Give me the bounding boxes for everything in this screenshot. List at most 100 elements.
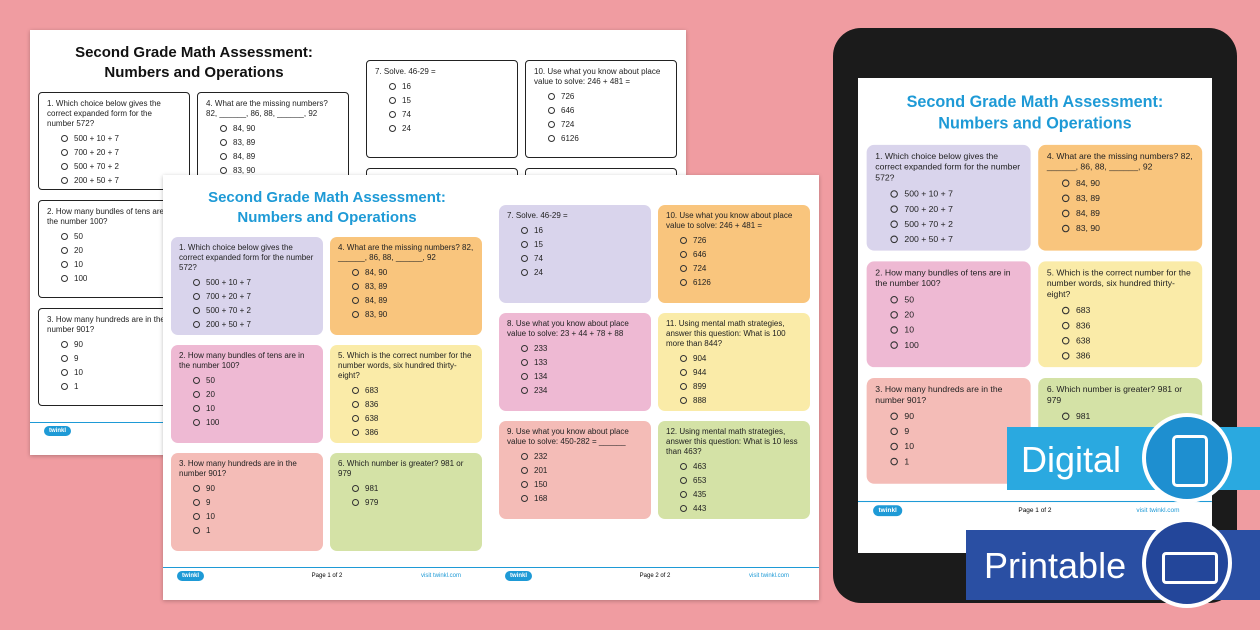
logo: twinkl (873, 505, 903, 517)
logo: twinkl (44, 426, 72, 436)
option: 100 (61, 274, 181, 284)
option: 74 (521, 254, 643, 264)
option: 168 (521, 494, 643, 504)
option: 10 (61, 368, 181, 378)
option: 83, 89 (1062, 193, 1194, 204)
question-box: 4. What are the missing numbers? 82, ___… (197, 92, 349, 190)
option: 443 (680, 504, 802, 514)
option: 10 (193, 404, 315, 414)
option: 9 (61, 354, 181, 364)
option: 15 (389, 96, 509, 106)
option: 899 (680, 382, 802, 392)
option: 10 (193, 512, 315, 522)
question-text: 2. How many bundles of tens are in the n… (179, 351, 305, 370)
option: 150 (521, 480, 643, 490)
option: 638 (352, 414, 474, 424)
question-text: 4. What are the missing numbers? 82, ___… (206, 99, 328, 118)
tablet-icon (1142, 413, 1232, 503)
option: 10 (890, 325, 1022, 336)
footer: twinkl Page 2 of 2 visit twinkl.com (491, 567, 819, 586)
option: 15 (521, 240, 643, 250)
site: visit twinkl.com (420, 573, 461, 579)
option: 1 (890, 457, 1022, 468)
question-text: 10. Use what you know about place value … (534, 67, 661, 86)
logo: twinkl (505, 571, 533, 581)
option: 724 (548, 120, 668, 130)
option: 134 (521, 372, 643, 382)
question-box: 1. Which choice below gives the correct … (171, 237, 323, 335)
question-box: 4. What are the missing numbers? 82, ___… (330, 237, 482, 335)
option: 836 (352, 400, 474, 410)
option: 904 (680, 354, 802, 364)
option: 646 (548, 106, 668, 116)
option: 20 (890, 310, 1022, 321)
option: 233 (521, 344, 643, 354)
question-box: 1. Which choice below gives the correct … (866, 144, 1031, 251)
option: 90 (193, 484, 315, 494)
option: 200 + 50 + 7 (61, 176, 181, 186)
option: 200 + 50 + 7 (890, 234, 1022, 245)
option: 944 (680, 368, 802, 378)
option: 24 (521, 268, 643, 278)
option: 133 (521, 358, 643, 368)
title: Second Grade Math Assessment: (208, 189, 446, 206)
question-box: 2. How many bundles of tens are in the n… (171, 345, 323, 443)
option: 6126 (548, 134, 668, 144)
question-text: 3. How many hundreds are in the number 9… (179, 459, 297, 478)
option: 646 (680, 250, 802, 260)
option: 50 (193, 376, 315, 386)
question-box: 8. Use what you know about place value t… (499, 313, 651, 411)
option: 10 (61, 260, 181, 270)
option: 1 (193, 526, 315, 536)
option: 836 (1062, 321, 1194, 332)
question-text: 8. Use what you know about place value t… (507, 319, 629, 338)
option: 83, 89 (220, 138, 340, 148)
option: 463 (680, 462, 802, 472)
site: visit twinkl.com (1136, 507, 1180, 514)
option: 83, 90 (1062, 224, 1194, 235)
option: 500 + 10 + 7 (193, 278, 315, 288)
logo: twinkl (177, 571, 205, 581)
option: 16 (389, 82, 509, 92)
option: 500 + 70 + 2 (193, 306, 315, 316)
question-text: 11. Using mental math strategies, answer… (666, 319, 786, 348)
question-text: 10. Use what you know about place value … (666, 211, 793, 230)
question-box: 7. Solve. 46-29 = 16 15 74 24 (499, 205, 651, 303)
question-text: 1. Which choice below gives the correct … (875, 151, 1021, 183)
question-box: 3. How many hundreds are in the number 9… (866, 377, 1031, 484)
option: 84, 90 (1062, 178, 1194, 189)
question-text: 4. What are the missing numbers? 82, ___… (1046, 151, 1193, 172)
question-text: 1. Which choice below gives the correct … (179, 243, 314, 272)
option: 20 (193, 390, 315, 400)
option: 83, 89 (352, 282, 474, 292)
question-box: 1. Which choice below gives the correct … (38, 92, 190, 190)
question-box: 5. Which is the correct number for the n… (330, 345, 482, 443)
option: 6126 (680, 278, 802, 288)
option: 500 + 10 + 7 (890, 189, 1022, 200)
footer: twinkl Page 1 of 2 visit twinkl.com (858, 500, 1212, 522)
option: 638 (1062, 336, 1194, 347)
question-box: 5. Which is the correct number for the n… (1038, 261, 1203, 368)
option: 234 (521, 386, 643, 396)
icon-shape (1162, 552, 1218, 584)
front-page-2: 7. Solve. 46-29 = 16 15 74 24 8. Use what you… (491, 175, 819, 600)
badge-label: Digital (1021, 439, 1122, 480)
option: 500 + 70 + 2 (890, 219, 1022, 230)
question-box: 2. How many bundles of tens are in the n… (866, 261, 1031, 368)
page-number: Page 1 of 2 (311, 573, 343, 579)
option: 981 (352, 484, 474, 494)
option: 9 (890, 427, 1022, 438)
question-box: 10. Use what you know about place value … (525, 60, 677, 158)
option: 10 (890, 442, 1022, 453)
option: 100 (890, 340, 1022, 351)
question-text: 5. Which is the correct number for the n… (338, 351, 472, 380)
option: 726 (548, 92, 668, 102)
question-text: 6. Which number is greater? 981 or 979 (338, 459, 464, 478)
question-box: 3. How many hundreds are in the number 9… (171, 453, 323, 551)
option: 726 (680, 236, 802, 246)
option: 979 (352, 498, 474, 508)
question-text: 3. How many hundreds are in the number 9… (47, 315, 165, 334)
option: 83, 90 (220, 166, 340, 176)
printer-icon (1142, 518, 1232, 608)
